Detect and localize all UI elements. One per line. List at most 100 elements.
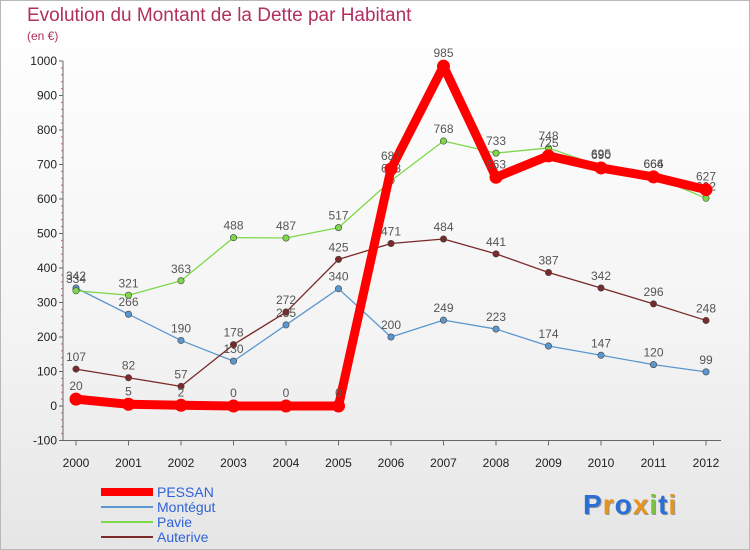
data-point-montegut [702,368,710,376]
legend-label: PESSAN [157,484,214,500]
logo-letter: o [614,489,633,520]
y-tick-label: 100 [37,365,57,379]
data-point-auterive [177,382,185,390]
data-point-pavie [492,149,500,157]
data-label-pavie: 487 [276,219,296,233]
logo-letter: i [649,489,659,520]
data-label-pavie: 695 [591,147,611,161]
data-label-auterive: 471 [381,225,401,239]
data-label-pavie: 768 [433,122,453,136]
data-label-auterive: 342 [591,269,611,283]
data-point-pessan [174,398,188,412]
data-label-pessan: 687 [381,149,401,163]
data-label-pavie: 733 [486,134,506,148]
logo-letter: i [668,489,678,520]
data-label-auterive: 178 [223,326,243,340]
x-tick-label: 2004 [273,456,300,470]
data-label-auterive: 107 [66,350,86,364]
data-point-auterive [439,235,447,243]
data-point-pessan [122,397,135,411]
data-point-pessan [437,59,450,73]
data-label-pessan: 0 [335,386,342,400]
data-point-auterive [544,268,552,276]
chart-title: Evolution du Montant de la Dette par Hab… [27,5,412,26]
x-tick-label: 2001 [115,456,142,470]
data-point-auterive [72,365,80,373]
logo-letter: x [632,489,650,520]
data-point-montegut [649,361,657,369]
data-label-auterive: 387 [538,253,558,267]
data-label-montegut: 266 [118,295,138,309]
data-label-pessan: 690 [591,148,611,162]
data-point-pessan [69,392,83,406]
legend-label: Auterive [157,529,209,545]
data-label-montegut: 340 [328,270,348,284]
data-point-pessan [384,162,398,176]
legend-swatch [101,506,153,508]
data-label-pavie: 748 [538,129,558,143]
unit-label: (en €) [27,29,59,43]
data-label-pavie: 517 [328,209,348,223]
y-tick-label: -100 [33,434,57,448]
data-label-pavie: 488 [223,219,243,233]
data-point-pessan [279,399,293,413]
data-label-pessan: 985 [433,46,453,60]
data-label-pessan: 627 [696,170,716,184]
data-point-pessan [489,170,503,184]
data-label-pessan: 0 [283,386,290,400]
y-tick-label: 1000 [30,54,57,68]
y-tick-label: 900 [37,89,57,103]
data-label-montegut: 200 [381,318,401,332]
proxiti-logo: Proxiti [583,489,677,521]
y-tick-label: 200 [37,330,57,344]
data-label-montegut: 190 [171,321,191,335]
data-point-pessan [542,149,555,163]
data-point-pavie [125,291,133,299]
data-label-montegut: 147 [591,336,611,350]
y-tick-label: 700 [37,158,57,172]
data-label-auterive: 82 [122,359,136,373]
data-point-auterive [387,240,395,248]
data-point-pavie [72,287,80,295]
data-label-auterive: 484 [433,220,453,234]
data-label-auterive: 441 [486,235,506,249]
data-label-montegut: 120 [643,346,663,360]
data-point-auterive [282,308,290,316]
data-point-pavie [230,234,238,242]
data-label-montegut: 130 [223,342,243,356]
data-point-auterive [649,300,657,308]
data-point-pessan [332,399,345,413]
data-label-pessan: 20 [69,379,83,393]
data-point-pavie [177,277,185,285]
legend-swatch [101,488,153,496]
y-tick-label: 800 [37,123,57,137]
data-label-pavie: 321 [118,276,138,290]
data-point-montegut [282,321,290,329]
data-label-auterive: 248 [696,301,716,315]
logo-letter: t [658,489,669,520]
x-tick-label: 2003 [220,456,247,470]
data-point-montegut [230,357,238,365]
logo-letter: r [602,489,615,520]
data-label-montegut: 174 [538,327,558,341]
data-label-pavie: 363 [171,262,191,276]
data-label-auterive: 425 [328,240,348,254]
data-label-pavie: 666 [643,157,663,171]
data-point-montegut [334,285,342,293]
data-point-montegut [177,336,185,344]
y-tick-label: 300 [37,296,57,310]
x-tick-label: 2008 [483,456,510,470]
x-tick-label: 2006 [378,456,405,470]
data-label-pessan: 664 [643,157,663,171]
data-label-pessan: 0 [230,386,237,400]
data-label-pessan: 5 [125,384,132,398]
data-point-pessan [647,170,660,184]
data-point-auterive [334,255,342,263]
y-tick-label: 500 [37,227,57,241]
legend-swatch [101,521,153,523]
data-point-auterive [230,341,238,349]
legend-label: Montégut [157,499,216,515]
data-label-montegut: 223 [486,310,506,324]
data-point-auterive [492,250,500,258]
